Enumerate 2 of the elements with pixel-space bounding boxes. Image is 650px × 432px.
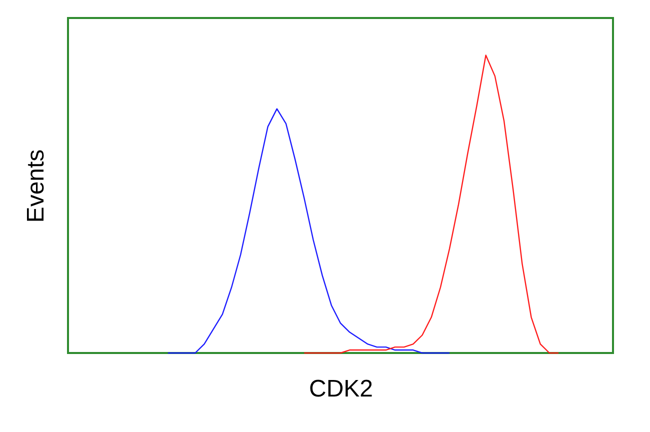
x-axis-title: CDK2 xyxy=(308,376,374,402)
y-axis-title: Events xyxy=(22,149,50,223)
